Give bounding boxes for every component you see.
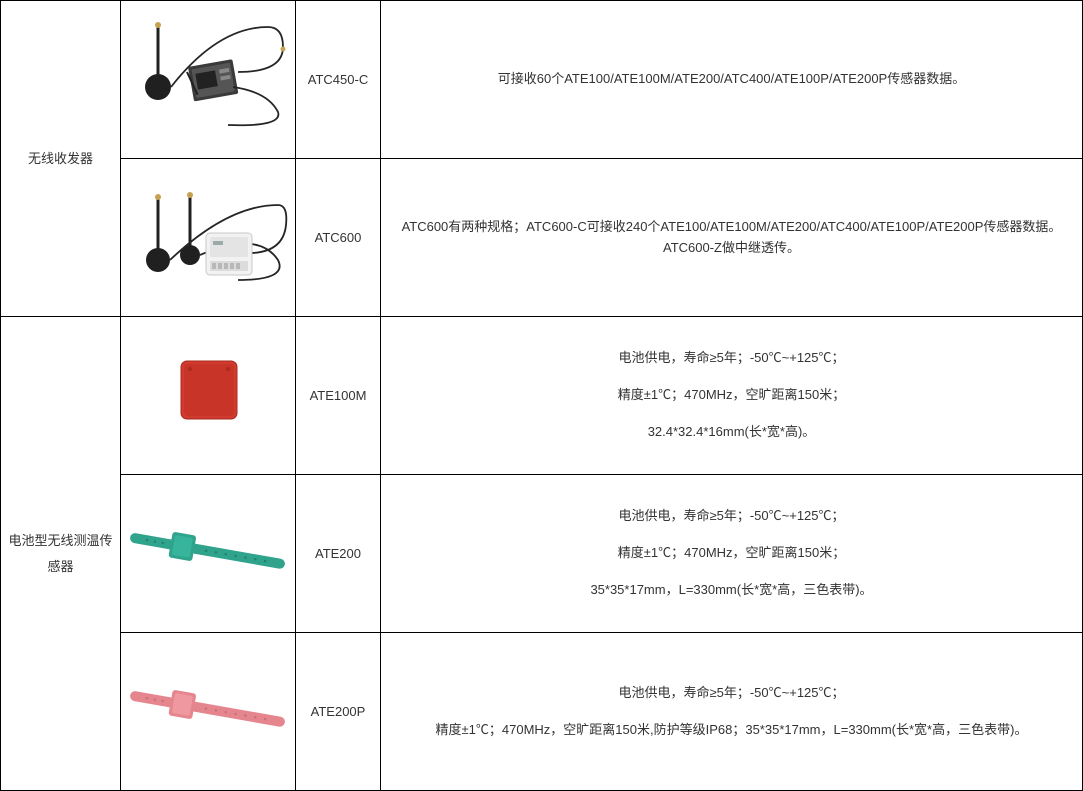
- description-cell: 可接收60个ATE100/ATE100M/ATE200/ATC400/ATE10…: [381, 1, 1083, 159]
- device-ate200-icon: [126, 506, 291, 602]
- description-text: 精度±1℃；470MHz，空旷距离150米,防护等级IP68；35*35*17m…: [385, 712, 1078, 749]
- model-label: ATE200P: [296, 633, 381, 791]
- product-image-cell: [121, 633, 296, 791]
- category-label: 无线收发器: [1, 1, 121, 317]
- description-text: 电池供电，寿命≥5年；-50℃~+125℃；: [385, 675, 1078, 712]
- description-text: 电池供电，寿命≥5年；-50℃~+125℃；: [385, 340, 1078, 377]
- description-text: 35*35*17mm，L=330mm(长*宽*高，三色表带)。: [385, 572, 1078, 609]
- description-text: 精度±1℃；470MHz，空旷距离150米；: [385, 377, 1078, 414]
- table-row: 电池型无线测温传感器 ATE100M 电池供电，寿命≥5年；-50℃~+125℃…: [1, 317, 1083, 475]
- table-row: ATE200P 电池供电，寿命≥5年；-50℃~+125℃； 精度±1℃；470…: [1, 633, 1083, 791]
- device-ate200p-icon: [126, 664, 291, 760]
- category-label: 电池型无线测温传感器: [1, 317, 121, 791]
- description-cell: ATC600有两种规格；ATC600-C可接收240个ATE100/ATE100…: [381, 159, 1083, 317]
- table-row: 无线收发器: [1, 1, 1083, 159]
- description-text: 精度±1℃；470MHz，空旷距离150米；: [385, 535, 1078, 572]
- description-text: ATC600有两种规格；ATC600-C可接收240个ATE100/ATE100…: [385, 209, 1078, 267]
- table-row: ATC600 ATC600有两种规格；ATC600-C可接收240个ATE100…: [1, 159, 1083, 317]
- device-atc450c-icon: [128, 17, 288, 143]
- description-cell: 电池供电，寿命≥5年；-50℃~+125℃； 精度±1℃；470MHz，空旷距离…: [381, 475, 1083, 633]
- product-spec-table: 无线收发器: [0, 0, 1083, 791]
- device-ate100m-icon: [148, 343, 268, 449]
- description-cell: 电池供电，寿命≥5年；-50℃~+125℃； 精度±1℃；470MHz，空旷距离…: [381, 317, 1083, 475]
- model-label: ATC450-C: [296, 1, 381, 159]
- description-text: 电池供电，寿命≥5年；-50℃~+125℃；: [385, 498, 1078, 535]
- product-image-cell: [121, 475, 296, 633]
- product-image-cell: [121, 159, 296, 317]
- product-image-cell: [121, 1, 296, 159]
- device-atc600-icon: [128, 175, 288, 301]
- table-row: ATE200 电池供电，寿命≥5年；-50℃~+125℃； 精度±1℃；470M…: [1, 475, 1083, 633]
- model-label: ATE100M: [296, 317, 381, 475]
- model-label: ATC600: [296, 159, 381, 317]
- description-text: 32.4*32.4*16mm(长*宽*高)。: [385, 414, 1078, 451]
- product-image-cell: [121, 317, 296, 475]
- model-label: ATE200: [296, 475, 381, 633]
- description-text: 可接收60个ATE100/ATE100M/ATE200/ATC400/ATE10…: [385, 61, 1078, 98]
- description-cell: 电池供电，寿命≥5年；-50℃~+125℃； 精度±1℃；470MHz，空旷距离…: [381, 633, 1083, 791]
